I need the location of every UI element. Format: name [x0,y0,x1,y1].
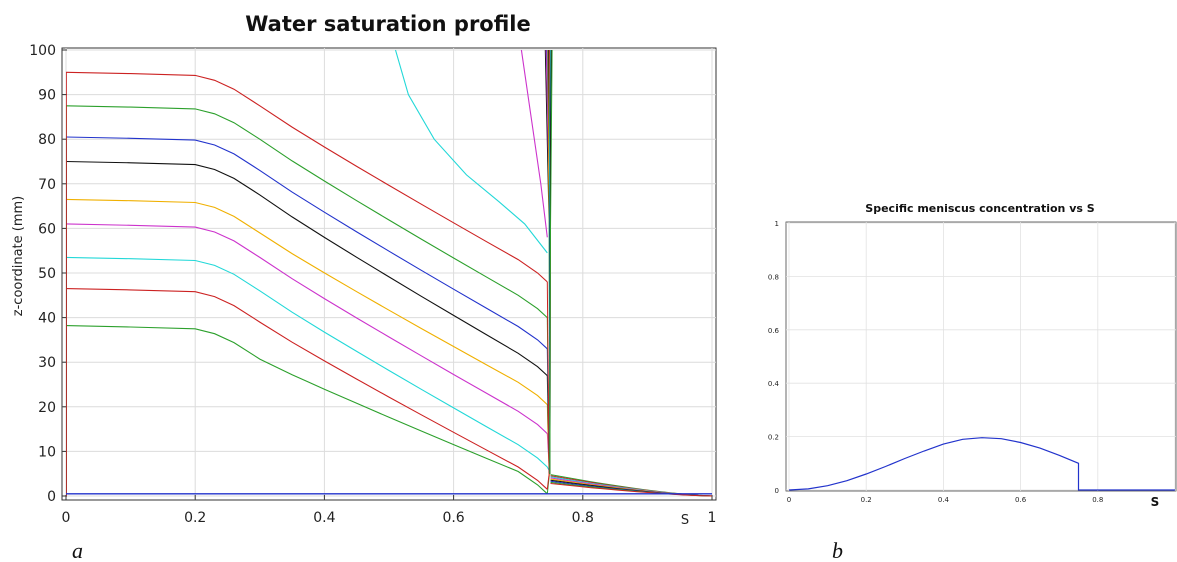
x-tick-label: 0.2 [861,496,872,504]
x-tick-label: 0 [62,510,71,526]
x-tick-label: 0.8 [572,510,594,526]
profile-curve-6 [65,136,548,350]
chart-a-plot-area [61,47,717,501]
profile-front-1 [546,473,550,490]
profile-curve-5 [65,160,548,377]
chart-a-y-axis-label: z-coordinate (mm) [11,196,26,316]
y-tick-label: 80 [38,132,56,148]
profile-curve-3 [65,223,548,435]
x-tick-label: 0 [787,496,791,504]
chart-a-grid [62,48,716,500]
profile-curve-2 [65,256,548,468]
front-bundle-8 [549,49,553,474]
chart-b: Specific meniscus concentration vs S 0 0.… [768,202,1177,562]
y-tick-label: 0 [775,487,779,495]
y-tick-label: 10 [38,444,56,460]
y-tick-label: 30 [38,355,56,371]
x-tick-label: 0.6 [1015,496,1027,504]
x-tick-label: 0.4 [313,510,335,526]
chart-b-plot-area [785,221,1177,492]
x-tick-label: 1 [708,510,717,526]
panel-a-label: a [72,538,83,562]
profile-curve-1 [65,288,548,490]
profile-front-8 [546,281,550,476]
profile-curve-0 [65,325,548,495]
profile-curve-7 [65,105,548,319]
upper-curve-1 [520,49,548,238]
x-tick-label: 0.6 [442,510,464,526]
chart-b-lines [788,437,1175,491]
profile-tail-8 [550,483,713,497]
y-tick-label: 20 [38,400,56,416]
y-tick-label: 1 [775,220,779,228]
upper-curve-0 [394,49,548,254]
x-tick-label: 0.8 [1092,496,1103,504]
y-tick-label: 0 [47,489,56,505]
y-tick-label: 0.2 [768,434,779,442]
meniscus-curve-0 [788,437,1175,491]
profile-curve-8 [65,71,548,283]
x-tick-label: 0.4 [938,496,950,504]
x-tick-label: 0.2 [184,510,206,526]
chart-b-ticks: 0 0.2 0.4 0.6 0.8 0 0.2 0.4 0.6 0.8 1 [768,220,1104,504]
y-tick-label: 0.8 [768,273,779,281]
chart-a-x-axis-label: S [681,513,689,528]
chart-a-title: Water saturation profile [245,12,530,36]
y-tick-label: 100 [29,43,56,59]
y-tick-label: 90 [38,88,56,104]
chart-a: Water saturation profile 0 0.2 0.4 0.6 0.8 10… [11,12,717,562]
chart-a-lines [65,49,713,497]
y-tick-label: 0.4 [768,380,780,388]
chart-b-title: Specific meniscus concentration vs S [865,202,1094,215]
chart-b-grid [786,222,1176,491]
y-tick-label: 50 [38,266,56,282]
y-tick-label: 0.6 [768,327,780,335]
y-tick-label: 40 [38,311,56,327]
chart-b-x-axis-label: S [1151,495,1160,509]
y-tick-label: 70 [38,177,56,193]
panel-b-label: b [832,538,843,562]
profile-curve-4 [65,198,548,406]
y-tick-label: 60 [38,221,56,237]
